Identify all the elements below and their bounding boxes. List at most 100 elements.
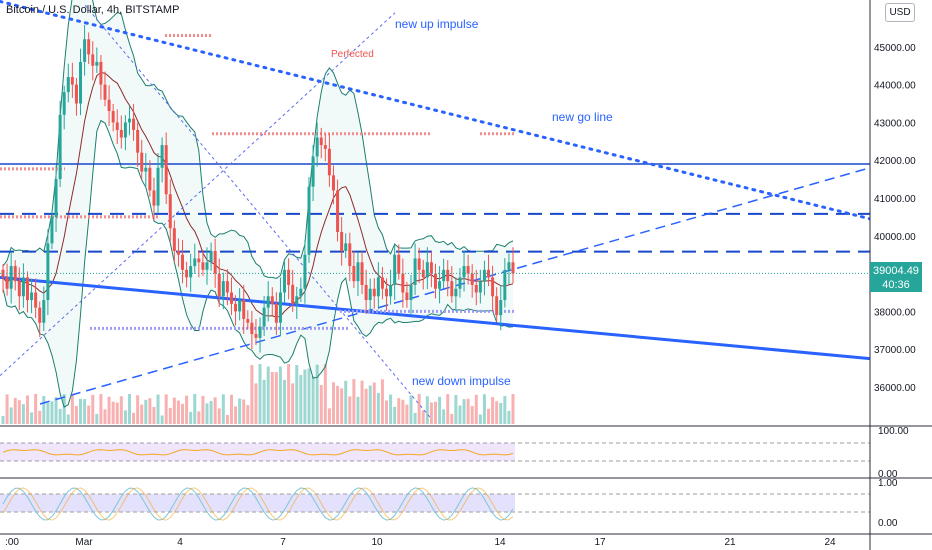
candle-body bbox=[25, 277, 29, 301]
volume-bar bbox=[311, 376, 315, 424]
volume-bar bbox=[79, 398, 83, 424]
candle-body bbox=[315, 137, 319, 157]
candle-body bbox=[327, 148, 331, 176]
volume-bar bbox=[356, 396, 360, 424]
candle-body bbox=[262, 307, 266, 327]
candle-body bbox=[278, 292, 282, 323]
volume-bar bbox=[254, 383, 258, 424]
rsi-pane bbox=[0, 442, 870, 462]
candle-body bbox=[495, 296, 499, 316]
volume-bar bbox=[99, 394, 103, 424]
candle-body bbox=[144, 167, 148, 172]
candle-body bbox=[164, 145, 168, 195]
stoch-band bbox=[0, 494, 515, 512]
price-tick-label: 41000.00 bbox=[874, 194, 916, 205]
volume-bar bbox=[1, 416, 5, 424]
candle-body bbox=[511, 262, 515, 274]
volume-bar bbox=[446, 394, 450, 424]
candle-body bbox=[95, 61, 99, 66]
volume-bar bbox=[495, 401, 499, 424]
candle-body bbox=[319, 137, 323, 146]
volume-bar bbox=[229, 394, 233, 424]
volume-bar bbox=[91, 394, 95, 424]
volume-bar bbox=[168, 407, 172, 424]
candle-body bbox=[111, 111, 115, 123]
candle-body bbox=[201, 262, 205, 270]
candle-body bbox=[83, 39, 87, 62]
volume-bar bbox=[160, 415, 164, 424]
candle-body bbox=[217, 273, 221, 297]
volume-bar bbox=[307, 368, 311, 424]
candle-body bbox=[66, 77, 70, 93]
candle-body bbox=[234, 303, 238, 312]
candle-body bbox=[181, 254, 185, 270]
candle-body bbox=[442, 269, 446, 282]
volume-bar bbox=[303, 369, 307, 424]
candle-body bbox=[336, 190, 340, 233]
volume-bar bbox=[278, 366, 282, 424]
volume-bar bbox=[238, 398, 242, 424]
candle-body bbox=[99, 61, 103, 85]
candle-body bbox=[274, 303, 278, 323]
candle-body bbox=[152, 190, 156, 206]
candle-body bbox=[491, 277, 495, 297]
volume-bar bbox=[189, 411, 193, 424]
volume-bar bbox=[164, 394, 168, 424]
volume-bar bbox=[107, 396, 111, 424]
candle-body bbox=[258, 326, 262, 338]
volume-bar bbox=[213, 397, 217, 424]
annotation-new-up-impulse: new up impulse bbox=[395, 17, 479, 31]
volume-bar bbox=[352, 379, 356, 424]
candle-body bbox=[246, 318, 250, 323]
volume-bar bbox=[336, 385, 340, 424]
volume-bar bbox=[246, 405, 250, 424]
volume-bar bbox=[172, 397, 176, 424]
currency-button[interactable]: USD bbox=[885, 3, 915, 22]
volume-bar bbox=[429, 402, 433, 424]
volume-bar bbox=[364, 388, 368, 424]
candle-body bbox=[409, 284, 413, 301]
volume-bar bbox=[176, 400, 180, 424]
volume-bar bbox=[66, 414, 70, 424]
volume-bar bbox=[209, 400, 213, 424]
time-tick-label: :00 bbox=[5, 537, 19, 548]
volume-bar bbox=[95, 413, 99, 424]
volume-bar bbox=[331, 382, 335, 424]
candle-body bbox=[70, 77, 74, 85]
candle-body bbox=[172, 228, 176, 251]
candle-body bbox=[250, 322, 254, 335]
candle-body bbox=[221, 281, 225, 297]
candle-body bbox=[389, 284, 393, 297]
candle-body bbox=[193, 258, 197, 267]
volume-bar bbox=[466, 398, 470, 424]
stoch-rsi-pane bbox=[0, 487, 870, 521]
volume-bar bbox=[115, 402, 119, 424]
candle-body bbox=[254, 334, 258, 338]
volume-bar bbox=[295, 365, 299, 424]
time-tick-label: 24 bbox=[824, 537, 836, 548]
candle-body bbox=[340, 232, 344, 251]
volume-bar bbox=[217, 408, 221, 424]
price-tick-label: 42000.00 bbox=[874, 156, 916, 167]
volume-bar bbox=[413, 412, 417, 424]
candle-body bbox=[376, 277, 380, 297]
volume-bar bbox=[425, 396, 429, 424]
volume-bar bbox=[368, 385, 372, 424]
volume-bar bbox=[132, 412, 136, 424]
last-price-value: 39004.49 bbox=[873, 265, 919, 277]
candle-body bbox=[242, 300, 246, 319]
time-tick-label: 7 bbox=[280, 537, 286, 548]
price-tick-label: 37000.00 bbox=[874, 345, 916, 356]
candle-body bbox=[209, 250, 213, 263]
volume-bar bbox=[511, 394, 515, 424]
candle-body bbox=[5, 277, 9, 289]
rsi-line bbox=[2, 449, 514, 456]
volume-bar bbox=[148, 398, 152, 424]
volume-bar bbox=[38, 410, 42, 424]
candle-body bbox=[356, 262, 360, 282]
candle-body bbox=[331, 175, 335, 191]
volume-bar bbox=[46, 402, 50, 424]
candle-body bbox=[401, 273, 405, 293]
volume-bar bbox=[197, 411, 201, 424]
